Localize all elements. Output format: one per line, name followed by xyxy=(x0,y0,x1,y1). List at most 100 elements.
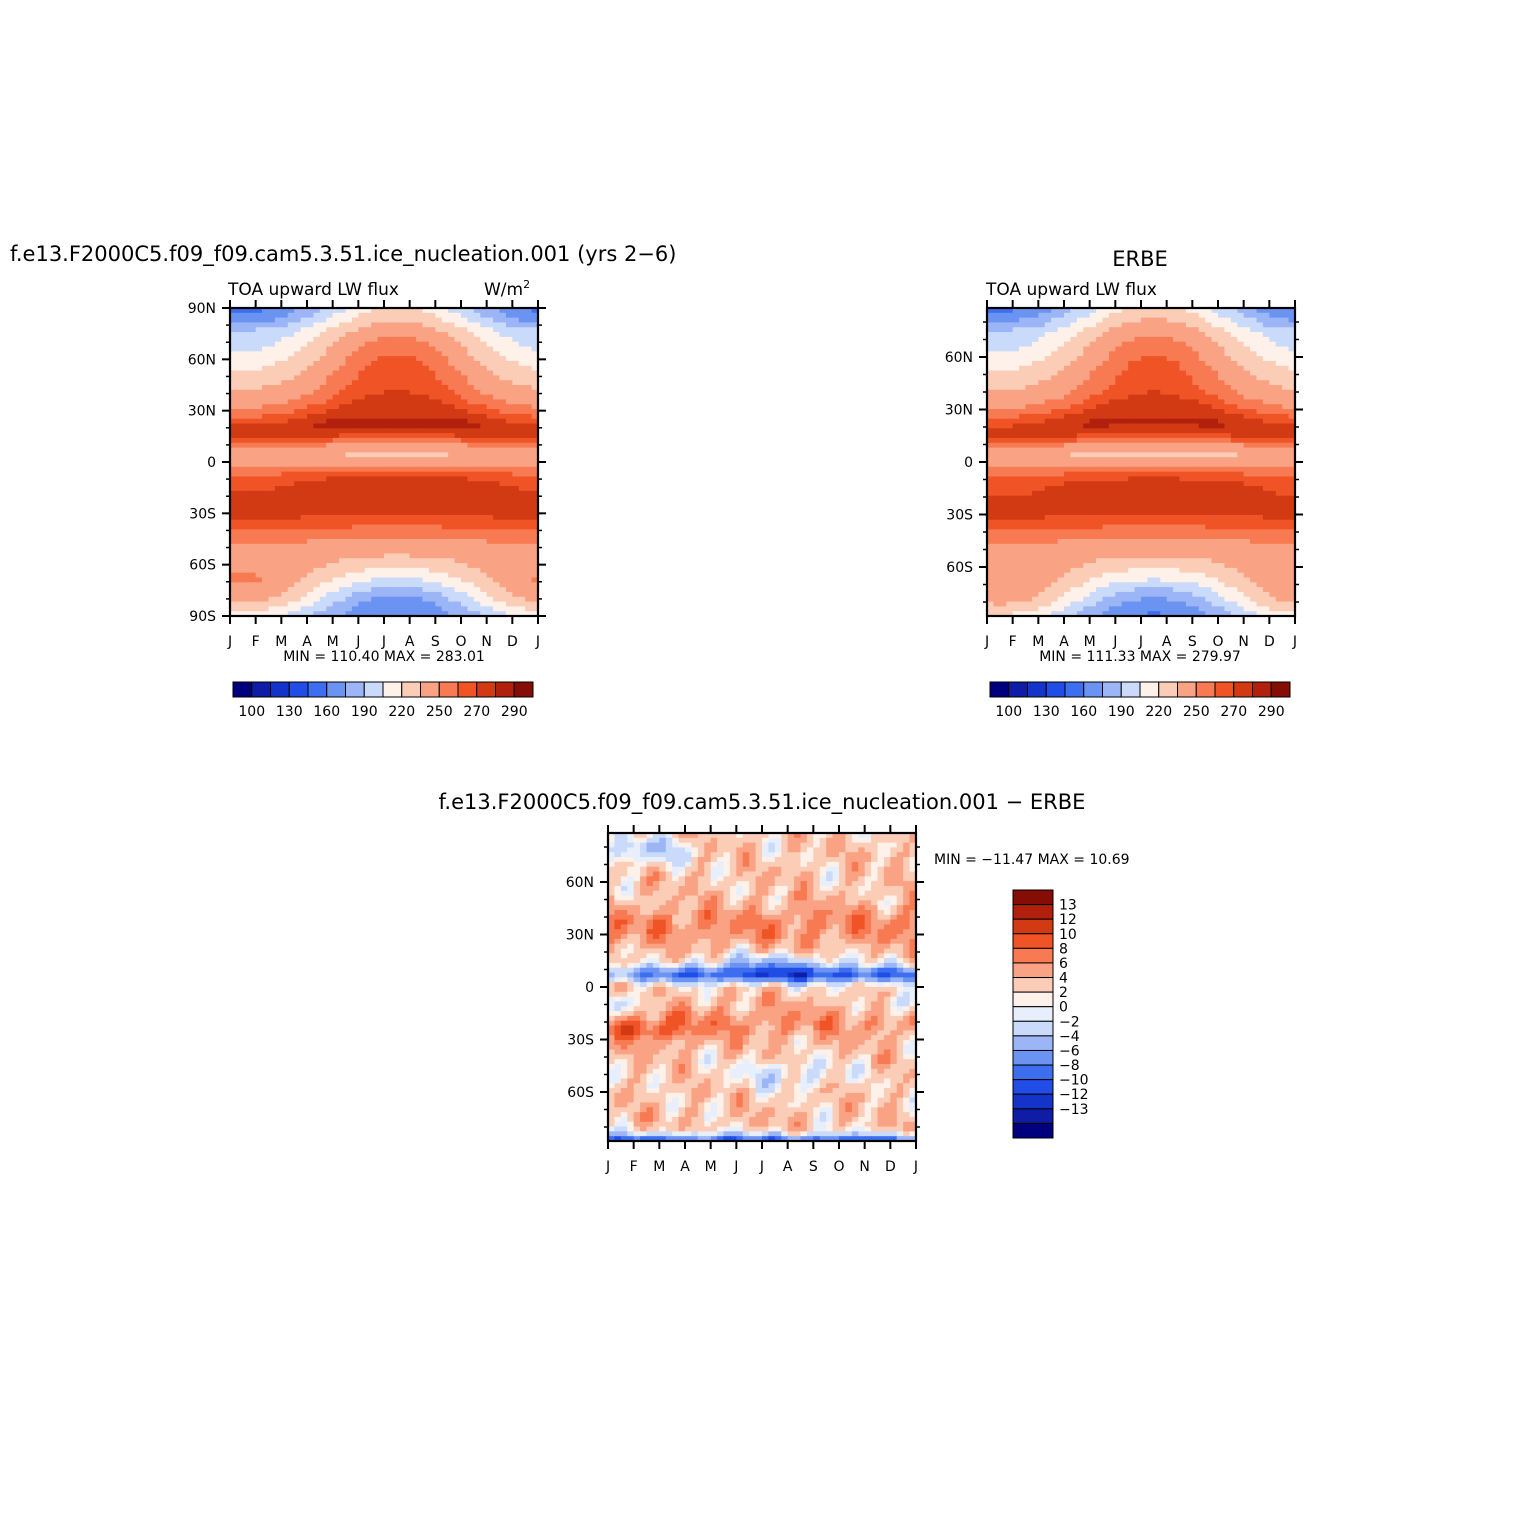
contour-cell xyxy=(236,360,244,367)
contour-cell xyxy=(1153,433,1161,439)
contour-cell xyxy=(416,577,424,583)
contour-cell xyxy=(448,490,456,497)
contour-cell xyxy=(1275,341,1283,348)
contour-cell xyxy=(242,481,250,487)
contour-cell xyxy=(1237,409,1245,415)
contour-cell xyxy=(441,452,449,458)
contour-cell xyxy=(1218,360,1226,367)
contour-cell xyxy=(300,519,308,526)
contour-cell xyxy=(1237,404,1245,410)
contour-cell xyxy=(1160,308,1168,314)
contour-cell xyxy=(1051,336,1059,343)
contour-cell xyxy=(1166,360,1174,367)
contour-cell xyxy=(242,572,250,579)
contour-cell xyxy=(1179,423,1187,429)
contour-cell xyxy=(242,418,250,425)
contour-cell xyxy=(448,587,456,593)
contour-cell xyxy=(371,365,379,372)
contour-cell xyxy=(512,457,520,463)
contour-cell xyxy=(1153,428,1161,434)
contour-cell xyxy=(416,437,424,444)
contour-cell xyxy=(1089,380,1097,386)
contour-cell xyxy=(242,423,250,429)
contour-cell xyxy=(441,577,449,583)
contour-cell xyxy=(1198,433,1206,439)
contour-cell xyxy=(461,322,469,328)
contour-cell xyxy=(1160,476,1168,482)
contour-cell xyxy=(1198,356,1206,362)
contour-cell xyxy=(1076,370,1084,376)
contour-cell xyxy=(441,370,449,376)
contour-cell xyxy=(294,591,302,598)
contour-cell xyxy=(281,558,289,564)
contour-cell xyxy=(441,534,449,540)
contour-cell xyxy=(1115,471,1123,478)
contour-cell xyxy=(1057,466,1065,473)
contour-cell xyxy=(1096,447,1104,453)
contour-cell xyxy=(441,529,449,535)
contour-cell xyxy=(409,447,417,453)
contour-cell xyxy=(332,447,340,453)
contour-cell xyxy=(480,356,488,362)
contour-cell xyxy=(351,587,359,593)
contour-cell xyxy=(1070,394,1078,401)
contour-cell xyxy=(1250,370,1258,376)
contour-cell xyxy=(377,370,385,376)
contour-cell xyxy=(1250,360,1258,367)
contour-cell xyxy=(1012,452,1020,458)
contour-cell xyxy=(1115,428,1123,434)
contour-cell xyxy=(512,341,520,348)
contour-cell xyxy=(416,428,424,434)
contour-cell xyxy=(1147,360,1155,367)
contour-cell xyxy=(422,404,430,410)
contour-cell xyxy=(268,351,276,357)
contour-cell xyxy=(1205,394,1213,401)
contour-cell xyxy=(1108,433,1116,439)
contour-cell xyxy=(294,462,302,468)
contour-cell xyxy=(505,481,513,487)
contour-cell xyxy=(281,360,289,367)
colorbar-box xyxy=(307,681,328,698)
contour-cell xyxy=(268,322,276,328)
contour-cell xyxy=(1288,370,1296,376)
contour-cell xyxy=(1115,457,1123,463)
contour-cell xyxy=(1218,389,1226,396)
contour-cell xyxy=(987,447,995,453)
contour-cell xyxy=(249,375,257,381)
contour-cell xyxy=(525,591,533,598)
contour-cell xyxy=(1262,317,1270,324)
contour-cell xyxy=(518,404,526,410)
contour-cell xyxy=(987,404,995,410)
contour-cell xyxy=(371,582,379,588)
contour-cell xyxy=(1230,346,1238,352)
y-tick-label: 30S xyxy=(189,506,216,522)
contour-cell xyxy=(281,322,289,328)
contour-cell xyxy=(262,466,270,473)
contour-cell xyxy=(1153,327,1161,333)
contour-cell xyxy=(262,577,270,583)
contour-cell xyxy=(339,462,347,468)
contour-cell xyxy=(358,529,366,535)
contour-cell xyxy=(1006,457,1014,463)
contour-cell xyxy=(1012,380,1020,386)
contour-cell xyxy=(249,510,257,516)
contour-cell xyxy=(1128,336,1136,343)
contour-cell xyxy=(313,308,321,314)
contour-cell xyxy=(409,582,417,588)
contour-cell xyxy=(1012,413,1020,420)
contour-cell xyxy=(409,505,417,511)
contour-cell xyxy=(448,370,456,376)
contour-cell xyxy=(1198,370,1206,376)
contour-cell xyxy=(1038,457,1046,463)
contour-cell xyxy=(287,553,295,559)
contour-cell xyxy=(499,505,507,511)
contour-cell xyxy=(377,312,385,319)
contour-cell xyxy=(428,399,436,405)
contour-cell xyxy=(287,341,295,348)
contour-cell xyxy=(454,332,462,338)
contour-cell xyxy=(377,572,385,579)
contour-cell xyxy=(512,389,520,396)
contour-cell xyxy=(332,500,340,506)
contour-cell xyxy=(1115,351,1123,357)
